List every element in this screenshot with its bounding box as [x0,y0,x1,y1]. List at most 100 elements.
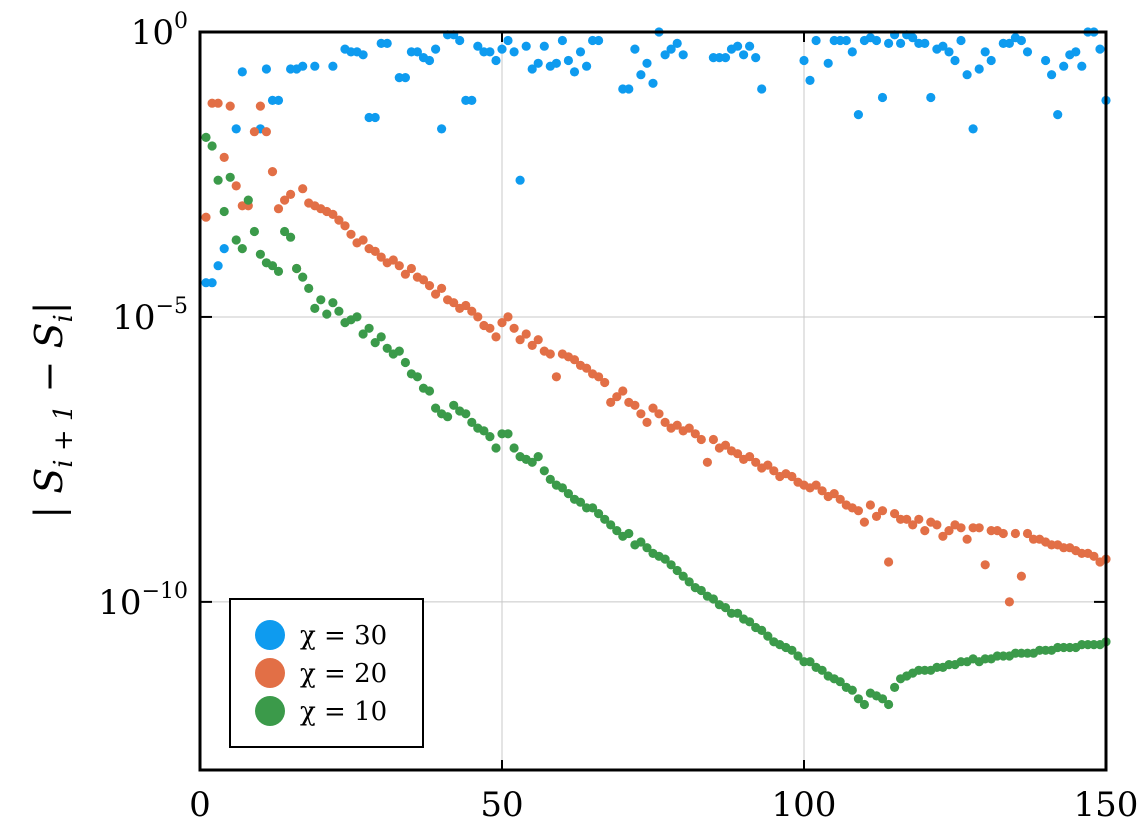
data-point [817,486,827,496]
data-point [660,554,670,564]
data-point [485,432,495,442]
data-point [521,41,531,51]
data-point [213,98,223,108]
data-point [920,38,930,49]
data-point [527,64,537,74]
x-tick-label: 100 [772,785,837,825]
data-point [394,346,404,356]
data-point [926,92,936,103]
data-point [376,252,386,262]
data-point [1095,44,1105,54]
data-point [503,312,513,322]
y-tick-label: 100 [131,9,188,53]
data-point [352,312,362,322]
y-tick-base: 10 [112,298,155,338]
data-point [286,232,296,242]
data-point [431,44,441,54]
data-point [1047,70,1057,80]
data-point [497,318,507,328]
data-point [606,520,616,530]
data-point [237,244,247,254]
data-point [630,400,640,410]
data-point [684,423,694,433]
data-point [678,571,688,581]
data-point [237,67,247,77]
y-tick-exponent: −5 [156,294,188,319]
y-tick-label: 10−10 [98,579,188,623]
x-tick-labels: 0 50 100 150 [189,785,1138,825]
data-point [642,417,652,427]
data-point [884,699,894,710]
data-point [491,443,501,453]
data-point [805,75,815,85]
data-point [920,526,930,536]
x-tick-label: 0 [189,785,211,825]
series-2 [201,132,1111,710]
data-point [515,175,525,185]
data-point [267,261,278,271]
data-point [835,494,845,504]
data-point [642,543,652,553]
data-point [745,617,755,627]
data-point [672,565,682,576]
data-point [799,55,809,66]
data-point [545,474,555,484]
data-point [334,215,344,225]
data-point [563,55,574,66]
data-point [648,78,658,88]
data-point [255,101,265,111]
data-point [841,35,851,46]
data-point [370,246,380,256]
data-point [437,124,447,134]
y-tick-label: 10−5 [112,294,188,338]
data-point [527,457,537,467]
data-point [944,526,954,536]
data-point [219,206,229,217]
data-point [485,323,495,333]
data-point [787,471,797,482]
legend-label: χ = 10 [300,697,387,727]
data-point [720,53,731,63]
data-point [853,694,864,704]
data-point [437,283,447,293]
data-point [938,531,948,541]
data-point [388,255,398,265]
data-point [612,392,622,402]
data-point [509,323,519,333]
data-point [884,38,894,49]
data-point [358,50,368,60]
data-point [394,261,404,271]
data-point [636,409,646,419]
data-point [569,355,580,365]
data-point [962,534,972,544]
data-point [491,55,501,66]
data-point [201,212,211,222]
data-point [1004,38,1015,49]
data-point [998,528,1008,539]
y-label-sub1: i + 1 [49,405,79,468]
data-point [412,372,422,382]
x-tick-label: 50 [480,785,523,825]
data-point [533,335,543,345]
y-axis-label: | Si + 1 − Si| [27,301,79,518]
data-point [630,44,640,54]
data-point [382,343,392,353]
data-point [733,449,743,459]
data-point [280,226,290,237]
series-0 [201,27,1111,288]
axis-ticks [199,31,1107,770]
plot-frame [198,30,1108,772]
data-point [533,452,543,462]
data-point [877,694,888,704]
data-point [648,403,658,413]
data-point [527,340,537,350]
data-point [563,489,574,499]
data-point [636,70,646,80]
data-point [588,503,598,513]
data-point [908,520,918,530]
data-point [310,61,320,71]
data-point [696,434,706,445]
data-point [515,335,525,345]
data-point [787,645,797,655]
data-point [1022,528,1033,539]
